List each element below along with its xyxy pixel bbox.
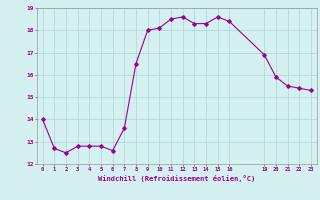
X-axis label: Windchill (Refroidissement éolien,°C): Windchill (Refroidissement éolien,°C) bbox=[98, 175, 255, 182]
